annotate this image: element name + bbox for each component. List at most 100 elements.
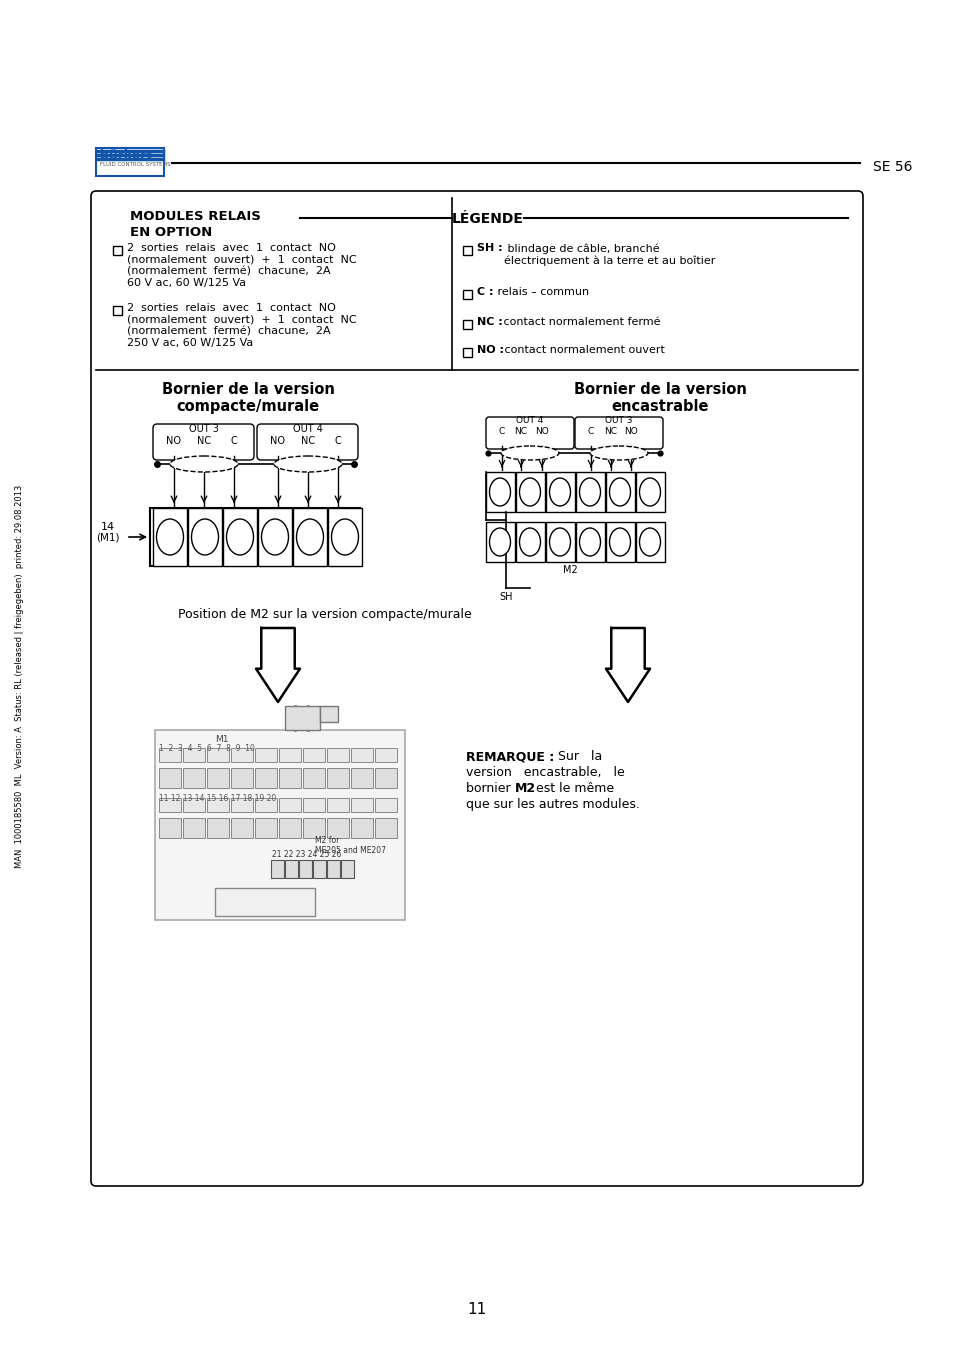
- Bar: [462, 289, 472, 299]
- Text: SE 56: SE 56: [872, 160, 911, 174]
- Text: C :: C :: [476, 287, 493, 297]
- Text: 21: 21: [159, 530, 180, 545]
- Bar: [285, 706, 319, 730]
- Bar: [340, 860, 354, 877]
- Ellipse shape: [639, 479, 659, 506]
- Text: 2  sorties  relais  avec  1  contact  NO
(normalement  ouvert)  +  1  contact  N: 2 sorties relais avec 1 contact NO (norm…: [127, 303, 356, 347]
- Bar: [576, 472, 604, 512]
- Bar: [159, 798, 181, 813]
- Bar: [150, 508, 359, 566]
- Bar: [159, 748, 181, 763]
- Bar: [327, 860, 339, 877]
- Bar: [545, 472, 575, 512]
- Bar: [254, 768, 276, 788]
- Text: 22: 22: [611, 485, 628, 499]
- Text: 26: 26: [334, 530, 355, 545]
- Bar: [293, 508, 327, 566]
- Bar: [183, 798, 205, 813]
- Text: NO: NO: [535, 427, 548, 435]
- Bar: [636, 472, 664, 512]
- Text: M2 for
ME205 and ME207: M2 for ME205 and ME207: [314, 836, 386, 856]
- Polygon shape: [605, 627, 649, 702]
- Text: 25: 25: [299, 530, 320, 545]
- Text: LÉGENDE: LÉGENDE: [452, 212, 523, 226]
- Text: bürkert: bürkert: [100, 149, 152, 162]
- Text: 14: 14: [101, 522, 115, 531]
- Text: 30: 30: [551, 535, 568, 549]
- Text: NC: NC: [196, 435, 211, 446]
- Bar: [271, 860, 284, 877]
- Text: MAN  1000185580  ML  Version: A  Status: RL (released | freigegeben)  printed: 2: MAN 1000185580 ML Version: A Status: RL …: [15, 484, 25, 868]
- Text: 11: 11: [467, 1302, 486, 1317]
- Bar: [303, 798, 325, 813]
- Bar: [351, 748, 373, 763]
- Text: OUT 3: OUT 3: [604, 416, 632, 425]
- Text: 21: 21: [640, 485, 659, 499]
- Bar: [231, 768, 253, 788]
- Bar: [159, 768, 181, 788]
- Bar: [96, 147, 164, 176]
- FancyBboxPatch shape: [152, 425, 253, 460]
- Text: 29: 29: [580, 535, 598, 549]
- Bar: [351, 768, 373, 788]
- Bar: [485, 522, 515, 562]
- Text: NO :: NO :: [476, 345, 503, 356]
- Text: 27: 27: [640, 535, 659, 549]
- Text: NC: NC: [514, 427, 527, 435]
- Bar: [636, 522, 664, 562]
- Bar: [485, 472, 515, 512]
- Ellipse shape: [489, 529, 510, 556]
- Ellipse shape: [331, 519, 358, 556]
- Bar: [375, 798, 396, 813]
- Bar: [303, 768, 325, 788]
- Ellipse shape: [489, 479, 510, 506]
- Text: (M1): (M1): [96, 531, 120, 542]
- Text: contact normalement ouvert: contact normalement ouvert: [500, 345, 664, 356]
- Bar: [327, 768, 349, 788]
- Text: Sur   la: Sur la: [545, 750, 601, 763]
- Ellipse shape: [192, 519, 218, 556]
- Text: C: C: [587, 427, 594, 435]
- FancyBboxPatch shape: [91, 191, 862, 1186]
- Text: FLUID CONTROL SYSTEMS: FLUID CONTROL SYSTEMS: [100, 162, 171, 168]
- Ellipse shape: [170, 456, 237, 472]
- Ellipse shape: [609, 479, 630, 506]
- Text: contact normalement fermé: contact normalement fermé: [499, 316, 659, 327]
- Text: NC :: NC :: [476, 316, 502, 327]
- Bar: [207, 768, 229, 788]
- Bar: [328, 508, 361, 566]
- Ellipse shape: [639, 529, 659, 556]
- Text: M2: M2: [515, 781, 536, 795]
- FancyBboxPatch shape: [256, 425, 357, 460]
- Bar: [231, 818, 253, 838]
- Text: 32: 32: [491, 535, 508, 549]
- Text: est le même: est le même: [532, 781, 614, 795]
- Text: 24: 24: [264, 530, 285, 545]
- Bar: [154, 730, 405, 919]
- Text: 23: 23: [229, 530, 251, 545]
- Polygon shape: [255, 627, 299, 702]
- Text: 2  sorties  relais  avec  1  contact  NO
(normalement  ouvert)  +  1  contact  N: 2 sorties relais avec 1 contact NO (norm…: [127, 243, 356, 288]
- Text: EN OPTION: EN OPTION: [130, 226, 212, 239]
- Bar: [183, 768, 205, 788]
- Bar: [576, 522, 604, 562]
- Ellipse shape: [549, 479, 570, 506]
- FancyBboxPatch shape: [575, 416, 662, 449]
- Text: OUT 4: OUT 4: [516, 416, 543, 425]
- Bar: [516, 472, 544, 512]
- Bar: [327, 798, 349, 813]
- Bar: [327, 818, 349, 838]
- Text: SH :: SH :: [476, 243, 502, 253]
- Bar: [375, 768, 396, 788]
- Bar: [327, 748, 349, 763]
- Ellipse shape: [519, 479, 540, 506]
- Text: 11 12 13 14 15 16 17 18 19 20: 11 12 13 14 15 16 17 18 19 20: [159, 794, 276, 803]
- Bar: [319, 706, 337, 722]
- Bar: [462, 320, 472, 329]
- Ellipse shape: [156, 519, 183, 556]
- Bar: [605, 522, 635, 562]
- Text: NC: NC: [604, 427, 617, 435]
- Bar: [159, 818, 181, 838]
- Bar: [254, 748, 276, 763]
- Text: NO: NO: [271, 435, 285, 446]
